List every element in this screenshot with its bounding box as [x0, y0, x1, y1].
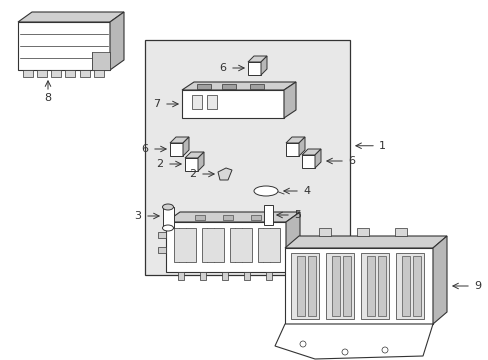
Polygon shape — [18, 22, 110, 70]
Text: 6: 6 — [141, 144, 148, 154]
Bar — [174, 228, 196, 262]
Polygon shape — [247, 56, 266, 62]
Bar — [250, 215, 261, 220]
Text: 3: 3 — [134, 211, 141, 221]
Text: 5: 5 — [293, 210, 301, 220]
Polygon shape — [285, 143, 298, 156]
Polygon shape — [184, 158, 198, 171]
Bar — [158, 247, 165, 253]
Bar — [258, 228, 280, 262]
Bar — [65, 70, 75, 77]
Polygon shape — [197, 84, 210, 89]
Bar — [178, 272, 183, 280]
Polygon shape — [170, 143, 183, 156]
Polygon shape — [184, 152, 203, 158]
Bar — [342, 256, 350, 316]
Bar — [37, 70, 47, 77]
Text: 2: 2 — [188, 169, 196, 179]
Bar — [394, 228, 406, 236]
Polygon shape — [110, 12, 124, 70]
Polygon shape — [249, 84, 264, 89]
Circle shape — [341, 349, 347, 355]
Bar — [307, 256, 315, 316]
Bar — [195, 215, 204, 220]
Polygon shape — [182, 90, 284, 118]
Polygon shape — [432, 236, 446, 324]
Bar — [264, 205, 272, 225]
Polygon shape — [285, 248, 432, 324]
Bar — [80, 70, 90, 77]
Text: 1: 1 — [378, 141, 385, 151]
Polygon shape — [302, 149, 320, 155]
Text: 8: 8 — [44, 93, 51, 103]
Bar — [366, 256, 374, 316]
Bar — [94, 70, 104, 77]
Text: 6: 6 — [347, 156, 354, 166]
Bar — [360, 253, 388, 319]
Bar — [192, 95, 202, 109]
Ellipse shape — [162, 204, 173, 210]
Polygon shape — [285, 212, 299, 272]
Bar — [244, 272, 249, 280]
Bar — [377, 256, 385, 316]
Bar — [325, 253, 353, 319]
Polygon shape — [165, 222, 285, 272]
Bar — [331, 256, 339, 316]
Bar — [296, 256, 305, 316]
Polygon shape — [261, 56, 266, 75]
Polygon shape — [198, 152, 203, 171]
Bar — [229, 228, 251, 262]
Bar — [202, 228, 224, 262]
Bar — [206, 95, 217, 109]
Polygon shape — [183, 137, 189, 156]
Polygon shape — [170, 137, 189, 143]
Polygon shape — [302, 155, 314, 168]
Text: 9: 9 — [473, 281, 480, 291]
Text: 7: 7 — [153, 99, 160, 109]
Bar — [163, 207, 174, 228]
Polygon shape — [298, 137, 305, 156]
Text: 2: 2 — [156, 159, 163, 169]
Bar — [223, 215, 232, 220]
Bar — [158, 232, 165, 238]
Bar — [145, 40, 349, 275]
Bar — [318, 228, 330, 236]
Bar — [395, 253, 423, 319]
Text: 6: 6 — [219, 63, 225, 73]
Polygon shape — [182, 82, 295, 90]
Bar — [290, 253, 318, 319]
Bar — [200, 272, 205, 280]
Ellipse shape — [162, 225, 173, 231]
Circle shape — [299, 341, 305, 347]
Polygon shape — [285, 236, 446, 248]
Ellipse shape — [253, 186, 278, 196]
Bar — [356, 228, 368, 236]
Polygon shape — [274, 324, 432, 359]
Bar — [92, 52, 110, 70]
Polygon shape — [165, 212, 299, 222]
Text: 4: 4 — [303, 186, 309, 196]
Polygon shape — [18, 12, 124, 22]
Bar — [401, 256, 409, 316]
Polygon shape — [218, 168, 231, 180]
Bar — [51, 70, 61, 77]
Bar — [222, 272, 227, 280]
Polygon shape — [314, 149, 320, 168]
Bar — [23, 70, 33, 77]
Bar — [412, 256, 420, 316]
Circle shape — [381, 347, 387, 353]
Polygon shape — [285, 137, 305, 143]
Bar — [265, 272, 271, 280]
Polygon shape — [247, 62, 261, 75]
Polygon shape — [222, 84, 236, 89]
Polygon shape — [284, 82, 295, 118]
